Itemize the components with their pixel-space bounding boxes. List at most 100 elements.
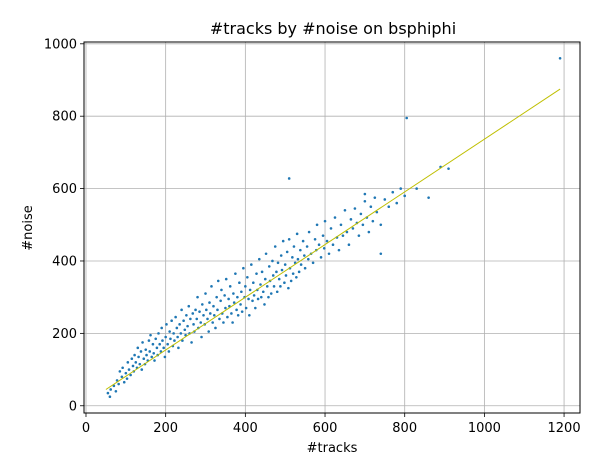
data-point [236,313,240,317]
data-point [291,272,295,275]
data-point [202,313,205,317]
data-point [287,286,290,290]
data-point [295,275,298,279]
data-point [273,245,277,248]
data-point [275,270,278,274]
data-point [301,239,305,243]
data-point [287,177,291,180]
data-point [162,346,165,350]
x-axis-ticks: 0 200 400 600 800 1000 1200 [82,413,581,436]
data-point [246,275,249,279]
data-point [239,303,242,306]
data-point [251,299,254,303]
data-point [212,304,215,308]
data-point [447,167,450,170]
data-point [263,303,266,306]
data-point [317,243,321,246]
data-point [216,279,220,283]
data-point [109,388,112,391]
data-point [383,198,387,201]
data-point [391,190,395,194]
data-point [242,266,245,270]
data-point [279,285,282,288]
data-point [369,205,373,208]
data-point [148,350,152,353]
data-point [129,373,132,377]
data-point [297,270,301,274]
data-point [329,227,333,230]
scatter-points [106,56,562,399]
data-point [186,324,189,328]
data-point [263,277,267,281]
data-point [403,194,407,198]
data-point [252,281,255,284]
x-tick-label: 0 [82,421,90,436]
data-point [240,310,244,313]
data-point [157,332,160,335]
data-point [190,341,193,344]
data-point [313,237,317,241]
data-point [145,353,148,357]
data-point [226,315,229,319]
data-point [399,187,403,190]
data-point [405,116,408,120]
data-point [208,312,212,315]
data-point [283,281,286,284]
data-point [131,364,135,368]
data-point [141,341,144,344]
data-point [166,342,169,346]
data-point [271,259,274,263]
data-point [138,362,142,366]
data-point [327,252,331,256]
data-point [256,297,260,301]
data-point [373,196,377,199]
data-point [210,285,213,288]
data-point [259,283,262,286]
data-point [271,274,275,277]
data-point [189,317,192,321]
data-point [321,234,325,237]
x-tick-label: 200 [153,421,178,436]
data-point [375,210,379,214]
data-point [172,332,175,335]
data-point [227,297,230,301]
data-point [183,328,187,332]
data-point [254,306,257,310]
fit-line-group [105,88,561,390]
data-point [178,323,181,326]
data-point [232,292,235,295]
data-point [267,265,271,268]
plot-area-frame [83,41,581,414]
data-point [175,326,179,330]
data-point [228,285,232,288]
data-point [215,295,218,299]
data-point [114,389,118,393]
data-point [149,333,152,337]
data-point [222,321,225,324]
data-point [155,346,159,350]
data-point [158,342,161,346]
data-point [387,205,391,208]
data-point [167,350,171,353]
data-point [379,223,383,227]
data-point [142,357,146,361]
data-point [182,319,185,323]
data-point [359,212,363,216]
data-point [220,288,223,292]
data-point [200,335,203,339]
fit-line [105,88,561,390]
data-point [347,243,351,246]
data-point [120,375,124,379]
x-tick-label: 1000 [468,421,501,436]
data-point [174,315,177,319]
data-point [176,335,179,339]
data-point [379,252,383,256]
data-point [363,192,367,196]
data-point [252,294,256,297]
data-point [303,254,306,257]
data-point [117,382,120,386]
data-point [371,219,375,223]
data-point [154,337,158,341]
data-point [115,379,119,382]
data-point [165,323,168,326]
